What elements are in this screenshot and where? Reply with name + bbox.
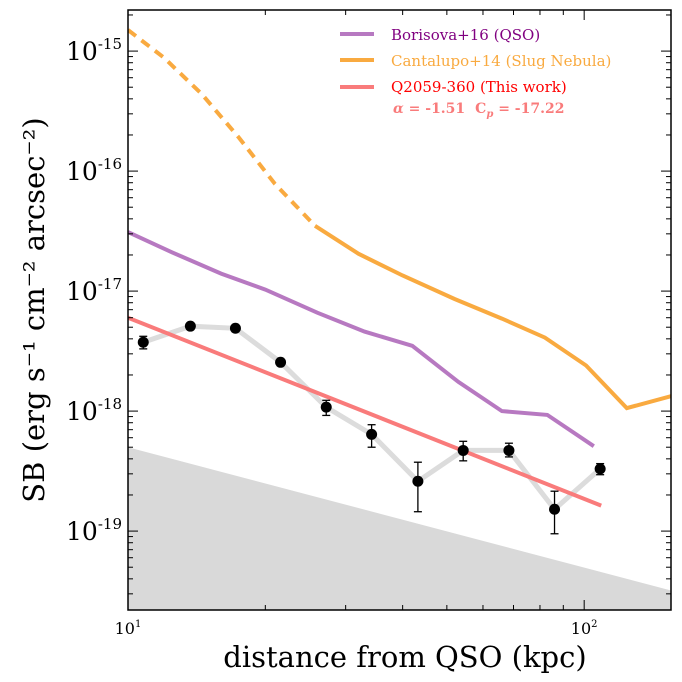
data-point <box>366 428 378 440</box>
x-tick-label: 101 <box>115 619 142 638</box>
data-point <box>594 463 606 475</box>
plot-area <box>128 28 671 610</box>
legend-label-slug-nebula: Cantalupo+14 (Slug Nebula) <box>391 52 611 70</box>
data-point <box>184 320 196 332</box>
borisova-line <box>128 230 595 448</box>
y-tick-label: 10-16 <box>66 155 122 186</box>
data-point <box>457 444 469 456</box>
this-work-fit-line <box>128 315 602 508</box>
x-axis-label: distance from QSO (kpc) <box>223 640 586 674</box>
slug-nebula-line <box>313 224 671 411</box>
noise-region <box>128 447 671 610</box>
y-tick-label: 10-18 <box>66 395 122 426</box>
slug-nebula-dashed-extension <box>128 28 317 228</box>
legend-label-borisova: Borisova+16 (QSO) <box>391 26 540 44</box>
fit-parameters-annotation: α = -1.51 Cp = -17.22 <box>393 101 564 120</box>
y-axis-label: SB (erg s⁻¹ cm⁻² arcsec⁻²) <box>17 117 51 502</box>
data-point <box>503 444 515 456</box>
error-bar <box>413 461 422 513</box>
y-tick-label: 10-17 <box>66 275 122 306</box>
data-point <box>412 475 424 487</box>
data-point <box>549 503 561 515</box>
data-point <box>137 336 149 348</box>
data-point <box>320 401 332 413</box>
y-tick-label: 10-19 <box>66 515 122 546</box>
x-tick-label: 102 <box>571 619 598 638</box>
legend-label-this-work: Q2059-360 (This work) <box>391 78 567 96</box>
legend: Borisova+16 (QSO) Cantalupo+14 (Slug Neb… <box>340 26 611 120</box>
y-axis-ticks: 10-15 10-16 10-17 10-18 10-19 <box>66 14 671 595</box>
y-tick-label: 10-15 <box>66 35 122 66</box>
data-point <box>229 322 241 334</box>
x-axis-ticks: 101 102 <box>115 10 598 638</box>
data-point <box>275 356 287 368</box>
data-markers <box>137 320 606 515</box>
